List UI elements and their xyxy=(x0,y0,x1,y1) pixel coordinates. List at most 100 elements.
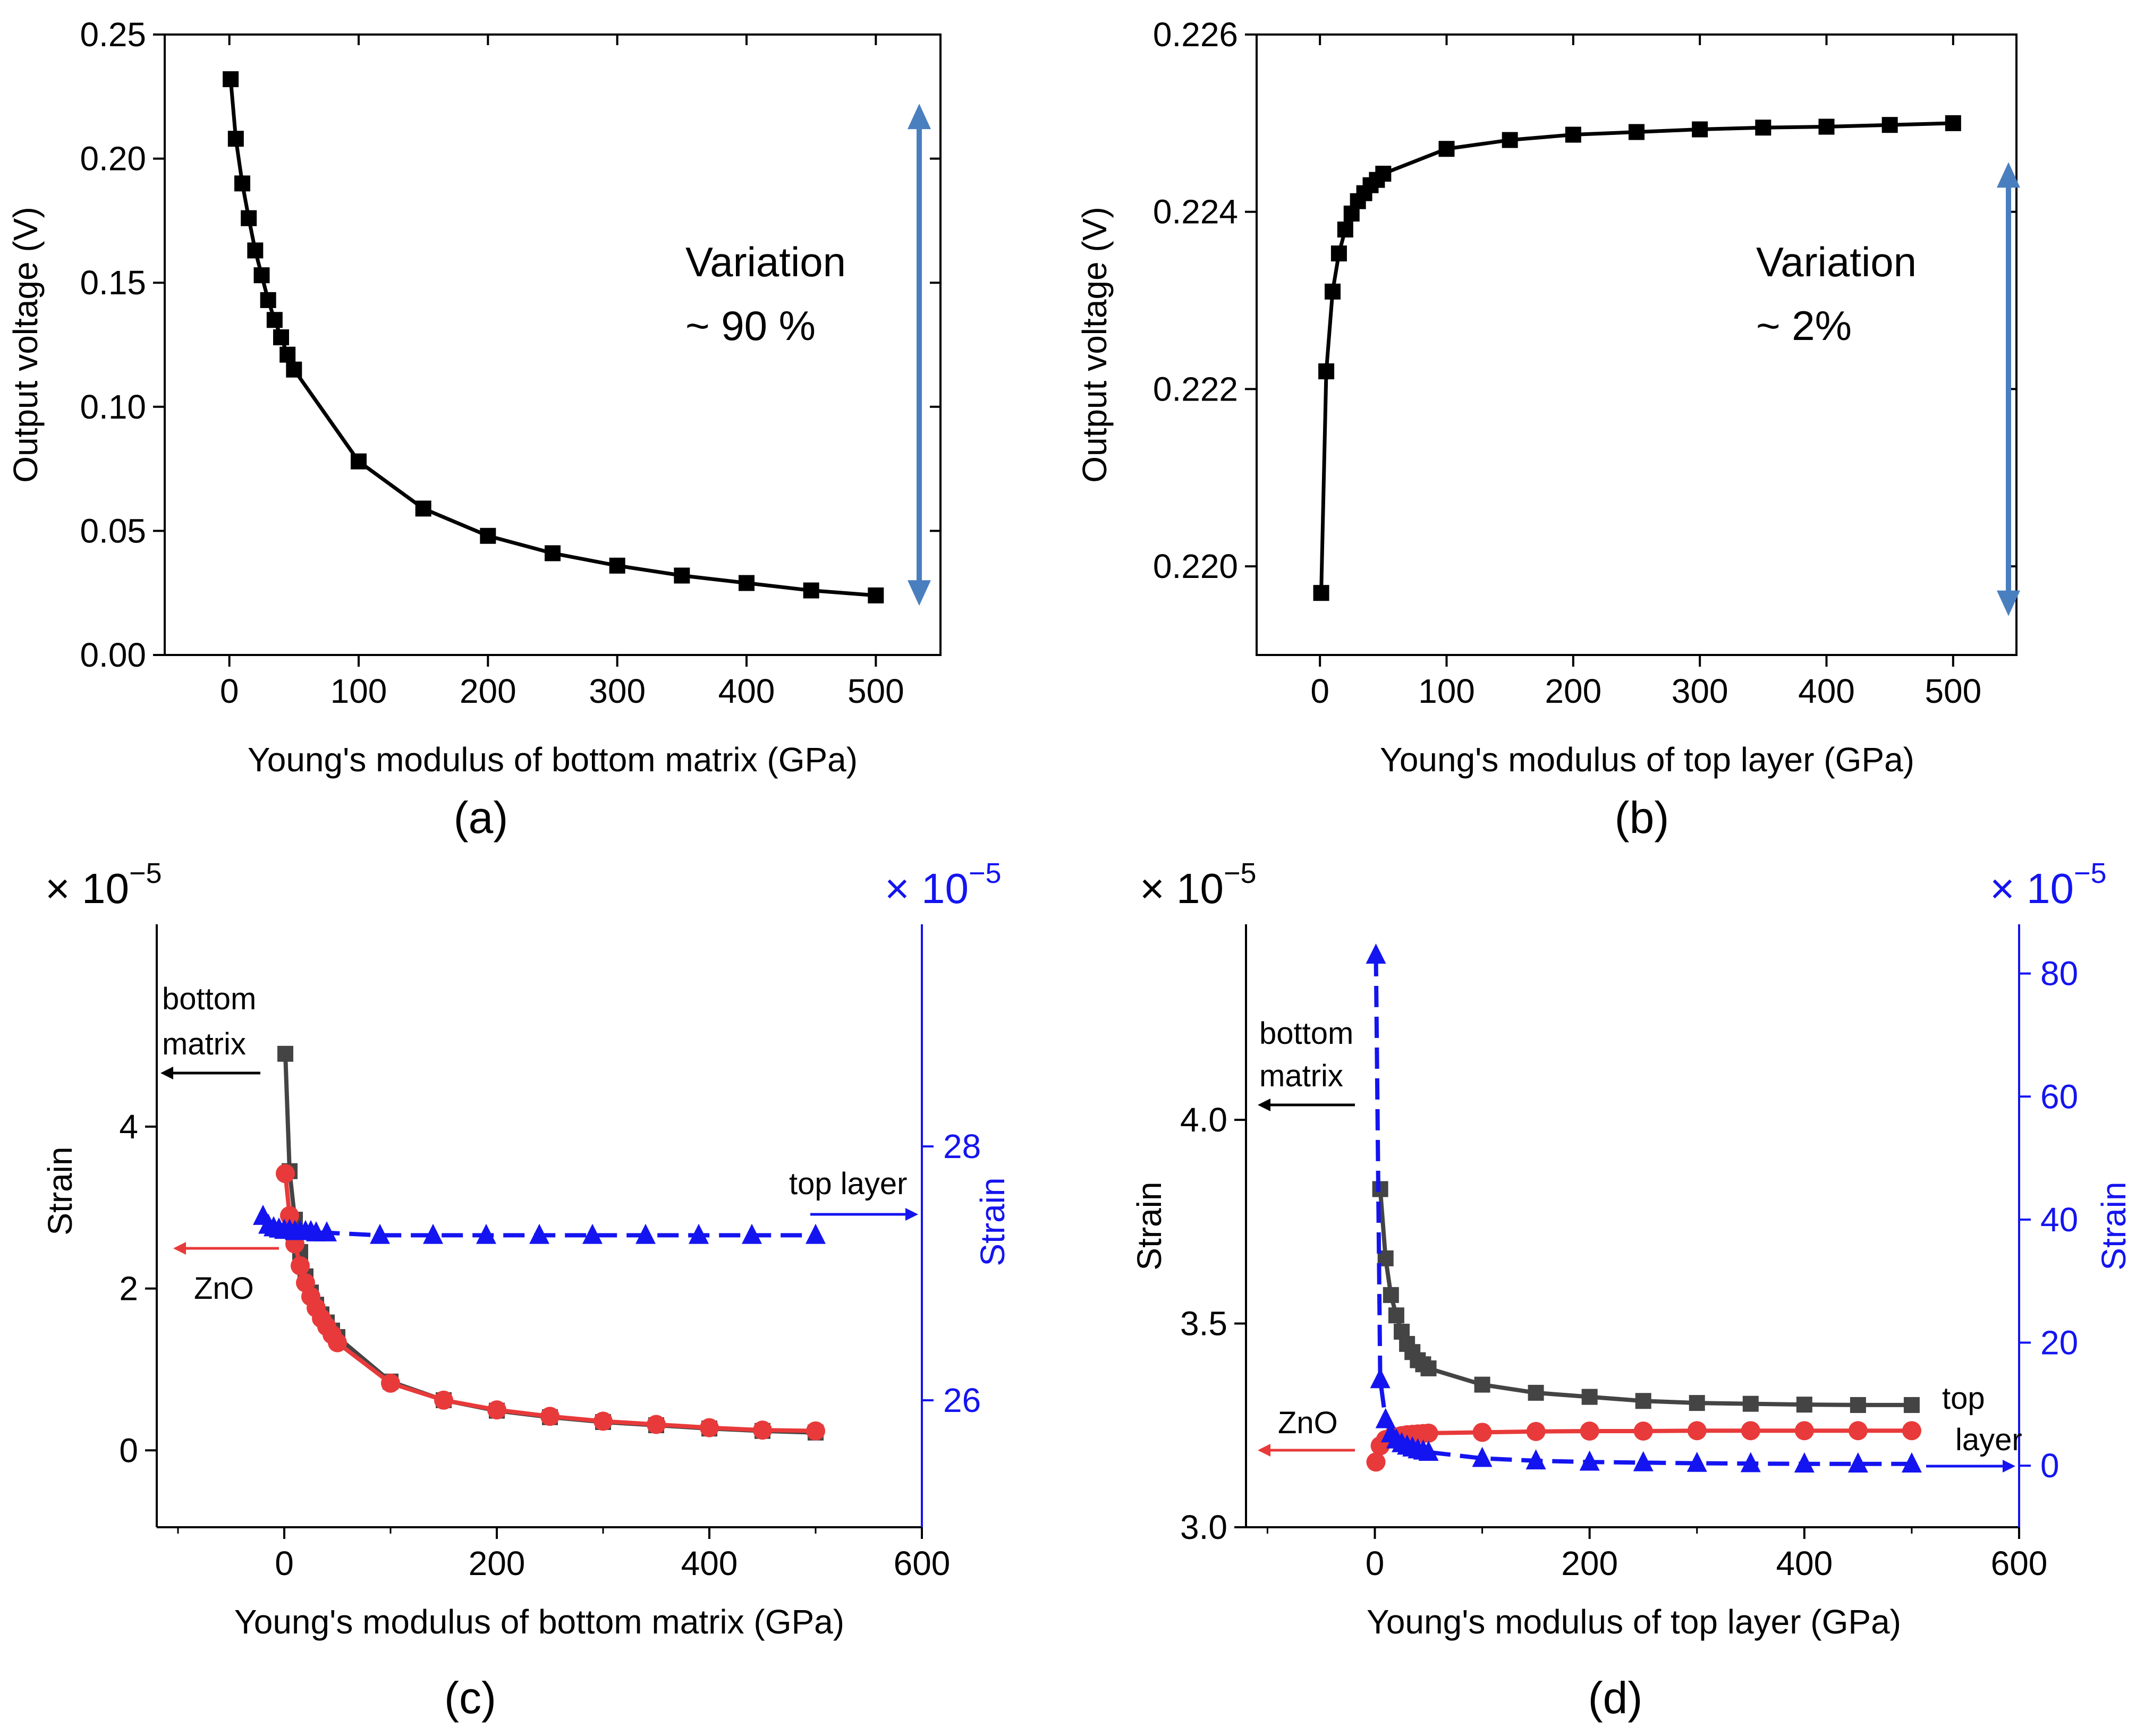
data-point-top-layer xyxy=(1794,1452,1815,1473)
data-point-output-voltage xyxy=(1313,585,1329,601)
data-point-output-voltage xyxy=(1438,141,1455,157)
panel-b-x-label: Young's modulus of top layer (GPa) xyxy=(1380,741,1914,779)
x-tick-label: 600 xyxy=(894,1544,951,1582)
panel-d-legend-bottom-line1: bottom xyxy=(1259,1016,1353,1051)
data-point-top-layer xyxy=(1366,943,1386,964)
right-y-tick-label: 80 xyxy=(2040,955,2078,993)
data-point-zno xyxy=(540,1407,560,1426)
y-tick-label: 0.222 xyxy=(1153,370,1238,408)
panel-d-right-y-ticks: 0 20 40 60 80 xyxy=(2019,955,2078,1485)
panel-a-caption: (a) xyxy=(454,793,508,843)
data-point-top-layer xyxy=(1901,1452,1922,1473)
data-point-zno xyxy=(328,1333,347,1352)
data-point-output-voltage xyxy=(1945,115,1961,131)
panel-d-legend-top-line1: top xyxy=(1942,1381,1985,1416)
data-point-bottom-matrix xyxy=(1689,1395,1705,1411)
panel-b-series xyxy=(1313,115,1961,601)
panel-b-x-ticks: 0 100 200 300 400 500 xyxy=(1310,35,1981,710)
data-point-output-voltage xyxy=(1325,283,1341,300)
panel-b-frame xyxy=(1256,33,2018,656)
data-point-bottom-matrix xyxy=(1796,1397,1812,1413)
y-tick-label: 0.00 xyxy=(80,636,146,674)
data-point-output-voltage xyxy=(868,587,884,603)
right-y-tick-label: 60 xyxy=(2040,1077,2078,1116)
panel-d-bottom-matrix-arrow xyxy=(1258,1099,1355,1111)
panel-c-zno-arrow xyxy=(173,1242,279,1255)
x-tick-label: 400 xyxy=(718,672,775,710)
panel-c-legend-top-layer: top layer xyxy=(789,1167,907,1201)
panel-b-chart: 0 100 200 300 400 500 0.220 0.222 0.224 0.226 Va… xyxy=(1075,15,2020,843)
variation-arrow-head-top xyxy=(1997,162,2020,188)
panel-d-multiplier-right: × 10−5 xyxy=(1990,857,2107,912)
data-point-zno xyxy=(1419,1423,1438,1443)
data-point-bottom-matrix xyxy=(1420,1360,1437,1376)
x-tick-label: 100 xyxy=(330,672,387,710)
panel-b-variation-arrow xyxy=(1997,162,2020,616)
panel-c-x-ticks: 0 200 400 600 xyxy=(177,1527,951,1582)
data-point-zno xyxy=(700,1418,719,1437)
panel-c-y-ticks: 0 2 4 xyxy=(119,1108,157,1469)
panel-c-y-label-right: Strain xyxy=(973,1177,1012,1266)
panel-c-y-label: Strain xyxy=(41,1146,79,1235)
x-tick-label: 400 xyxy=(1776,1544,1833,1582)
data-point-output-voltage xyxy=(1375,165,1392,182)
panel-d-chart: 0 200 400 600 3.0 3.5 4.0 0 20 40 60 80 × 10−5 × … xyxy=(1130,857,2133,1723)
y-tick-label: 0.05 xyxy=(80,512,146,550)
data-point-zno xyxy=(1687,1421,1707,1441)
data-point-output-voltage xyxy=(1755,120,1771,136)
data-point-zno xyxy=(1794,1421,1814,1441)
variation-arrow-head-bottom xyxy=(1997,590,2020,616)
panel-c-legend-bottom-line2: matrix xyxy=(162,1027,246,1061)
panel-d-multiplier-left: × 10−5 xyxy=(1140,857,1257,912)
data-point-output-voltage xyxy=(415,500,431,517)
series-line-bottom-matrix xyxy=(283,1053,816,1435)
panel-a-y-ticks: 0.00 0.05 0.10 0.15 0.20 0.25 xyxy=(80,15,940,674)
x-tick-label: 0 xyxy=(220,672,239,710)
panel-b-variation-title: Variation xyxy=(1756,239,1917,285)
y-tick-label: 0 xyxy=(119,1431,138,1469)
data-point-output-voltage xyxy=(1565,126,1581,143)
panel-b-y-label: Output voltage (V) xyxy=(1075,207,1114,482)
data-point-zno xyxy=(276,1164,295,1184)
data-point-bottom-matrix xyxy=(1903,1397,1920,1413)
panel-c-right-y-ticks: 26 28 xyxy=(922,1127,981,1419)
y-tick-label: 0.25 xyxy=(80,15,146,54)
panel-b-caption: (b) xyxy=(1615,793,1669,843)
panel-d-x-ticks: 0 200 400 600 xyxy=(1266,1527,2047,1582)
data-point-zno xyxy=(487,1400,506,1420)
right-y-tick-label: 26 xyxy=(943,1381,981,1419)
y-tick-label: 0.226 xyxy=(1153,15,1238,54)
y-tick-label: 0.15 xyxy=(80,263,146,302)
data-point-zno xyxy=(381,1373,400,1393)
panel-a-chart: 0 100 200 300 400 500 0.00 0.05 0.10 0.15 0.20 0.2… xyxy=(6,15,942,843)
panel-d-series xyxy=(1366,943,1922,1473)
right-y-tick-label: 0 xyxy=(2040,1446,2059,1485)
panel-a-series xyxy=(223,71,884,603)
x-tick-label: 500 xyxy=(1925,672,1981,710)
x-tick-label: 0 xyxy=(275,1544,294,1582)
data-point-zno xyxy=(753,1420,772,1440)
data-point-bottom-matrix xyxy=(1581,1389,1598,1405)
panel-a-x-label: Young's modulus of bottom matrix (GPa) xyxy=(248,741,858,779)
x-tick-label: 400 xyxy=(681,1544,738,1582)
x-tick-label: 300 xyxy=(589,672,646,710)
data-point-zno xyxy=(1472,1423,1492,1442)
series-line-zno xyxy=(283,1173,816,1433)
data-point-zno xyxy=(1580,1422,1599,1441)
data-point-top-layer xyxy=(582,1223,603,1244)
right-y-tick-label: 40 xyxy=(2040,1201,2078,1239)
data-point-bottom-matrix xyxy=(1383,1287,1399,1303)
panel-c-top-layer-arrow xyxy=(810,1208,918,1221)
panel-d-legend-zno: ZnO xyxy=(1278,1406,1338,1440)
data-point-top-layer xyxy=(742,1223,762,1244)
data-point-bottom-matrix xyxy=(1528,1384,1544,1401)
panel-d-caption: (d) xyxy=(1588,1673,1643,1723)
panel-d-legend-top-line2: layer xyxy=(1955,1423,2022,1457)
variation-arrow-head-bottom xyxy=(908,580,931,606)
data-point-output-voltage xyxy=(227,131,244,147)
data-point-output-voltage xyxy=(739,575,755,591)
panel-d-y-label-right: Strain xyxy=(2095,1181,2133,1270)
panel-a-variation-title: Variation xyxy=(685,239,846,285)
x-tick-label: 400 xyxy=(1798,672,1855,710)
